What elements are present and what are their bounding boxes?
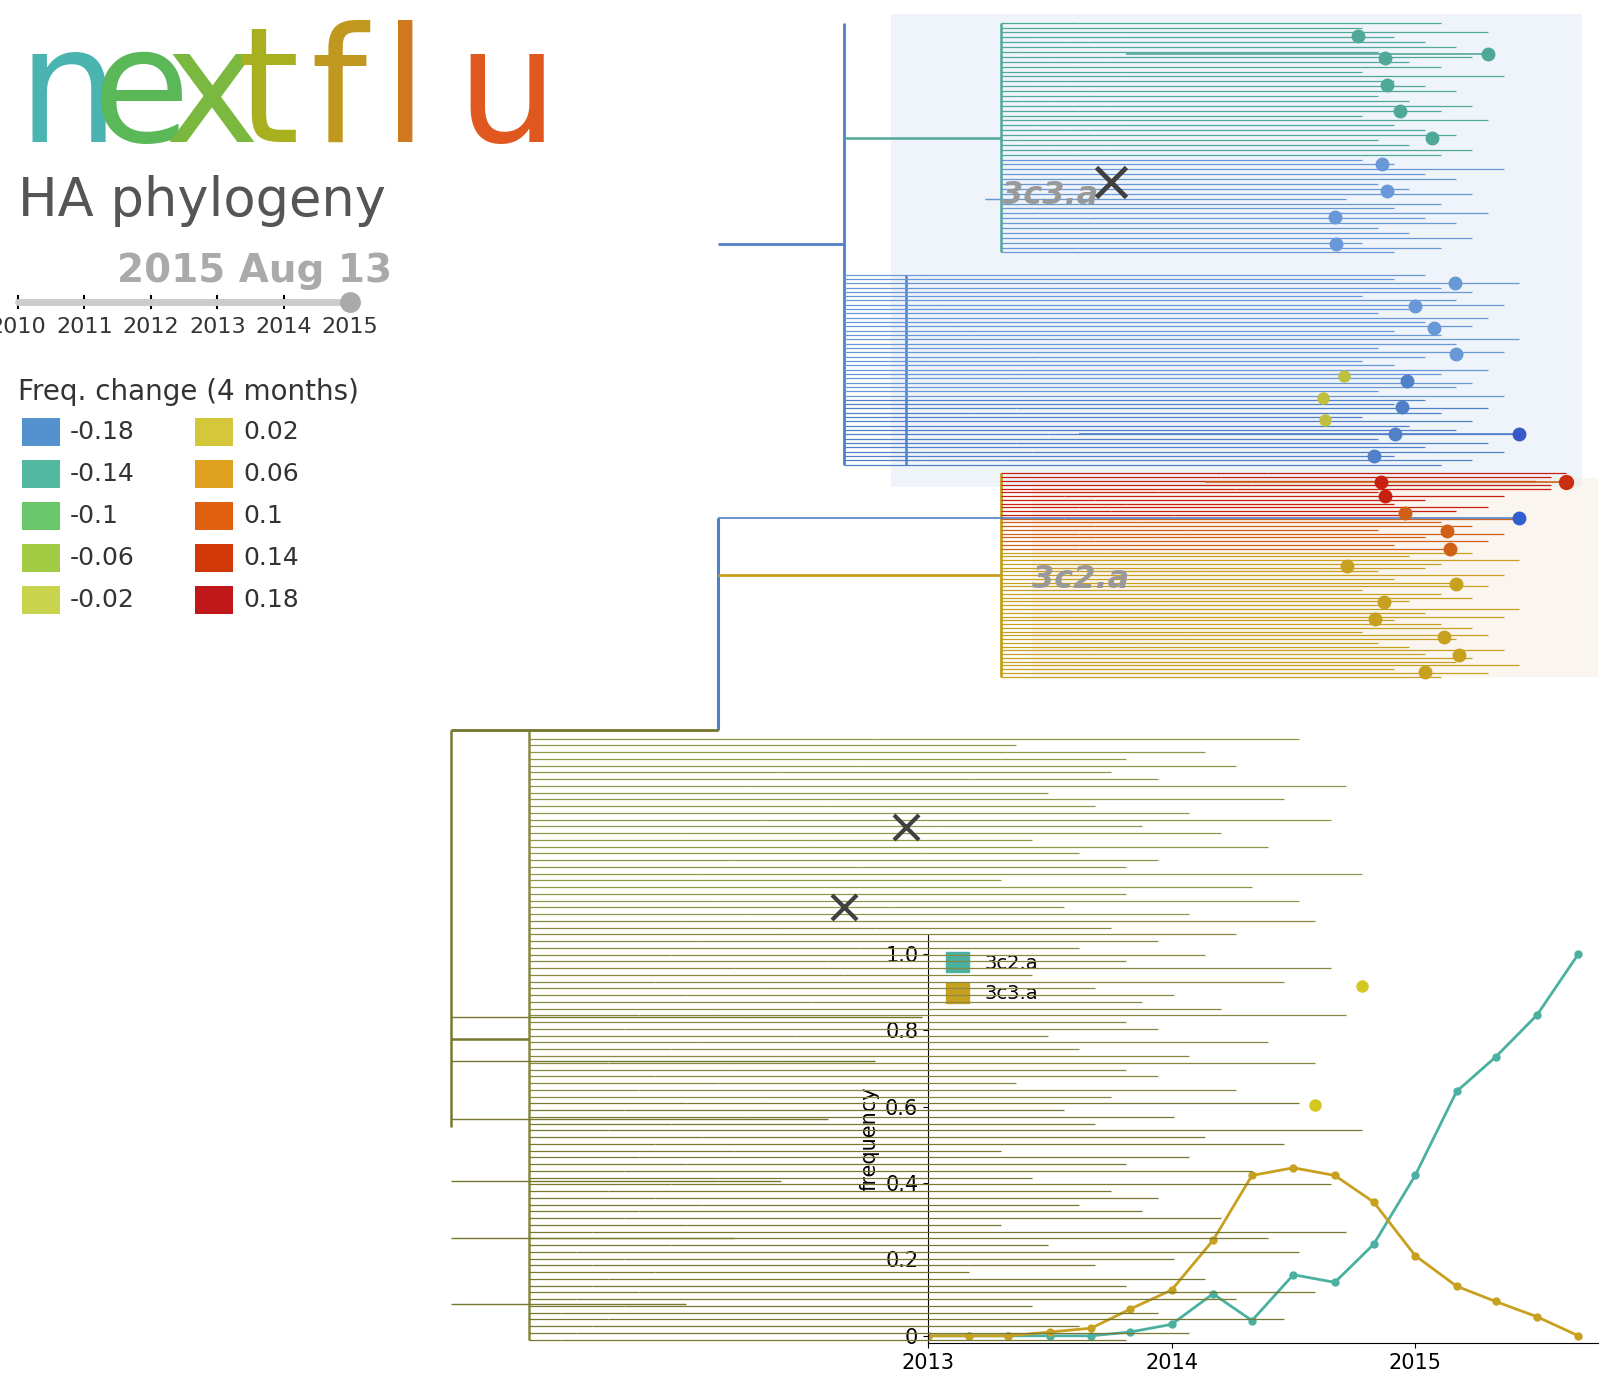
3c3.a xyxy=(999,1327,1018,1343)
Text: -0.1: -0.1 xyxy=(69,504,119,528)
FancyBboxPatch shape xyxy=(891,14,1582,486)
Text: -0.14: -0.14 xyxy=(69,463,136,486)
Line: 3c2.a: 3c2.a xyxy=(925,950,1582,1339)
Text: -0.06: -0.06 xyxy=(69,546,136,571)
3c3.a xyxy=(1081,1320,1101,1337)
3c3.a xyxy=(1486,1294,1506,1310)
3c2.a xyxy=(1162,1316,1181,1332)
Text: 3c3.a: 3c3.a xyxy=(1001,180,1098,211)
Text: t: t xyxy=(237,19,300,175)
Text: Freq. change (4 months): Freq. change (4 months) xyxy=(18,378,358,406)
Text: 0.1: 0.1 xyxy=(244,504,282,528)
Text: n: n xyxy=(18,19,119,175)
Bar xyxy=(23,586,60,614)
3c2.a xyxy=(1527,1007,1546,1024)
3c2.a xyxy=(999,1327,1018,1343)
3c2.a xyxy=(1204,1285,1223,1302)
3c2.a xyxy=(1325,1274,1344,1291)
Text: 3c2.a: 3c2.a xyxy=(1031,564,1130,596)
3c3.a xyxy=(1527,1309,1546,1325)
3c2.a xyxy=(1243,1312,1262,1328)
Text: -0.18: -0.18 xyxy=(69,420,136,445)
3c3.a xyxy=(1446,1278,1466,1295)
3c3.a xyxy=(1283,1159,1302,1176)
Text: 0.18: 0.18 xyxy=(244,589,299,612)
Bar xyxy=(195,544,232,572)
Bar xyxy=(23,418,60,446)
3c3.a xyxy=(1120,1301,1139,1317)
Text: l: l xyxy=(383,19,428,175)
Text: 0.02: 0.02 xyxy=(244,420,299,445)
Line: 3c3.a: 3c3.a xyxy=(925,1165,1582,1339)
Bar xyxy=(195,501,232,530)
Bar xyxy=(23,501,60,530)
Bar xyxy=(23,544,60,572)
3c2.a xyxy=(1120,1324,1139,1341)
Text: 2011: 2011 xyxy=(56,317,113,337)
3c3.a xyxy=(1039,1324,1059,1341)
3c3.a xyxy=(1325,1168,1344,1184)
Text: 2014: 2014 xyxy=(255,317,312,337)
Bar xyxy=(195,460,232,488)
Y-axis label: frequency: frequency xyxy=(860,1087,880,1191)
3c3.a xyxy=(1204,1233,1223,1249)
3c3.a xyxy=(1364,1194,1383,1210)
Text: 2015: 2015 xyxy=(321,317,378,337)
Text: 0.14: 0.14 xyxy=(244,546,299,571)
3c2.a xyxy=(918,1327,938,1343)
3c3.a xyxy=(1406,1248,1425,1265)
3c2.a xyxy=(1569,946,1588,963)
Text: e: e xyxy=(90,19,189,175)
3c2.a xyxy=(960,1327,980,1343)
Text: 2015 Aug 13: 2015 Aug 13 xyxy=(118,252,392,289)
3c2.a xyxy=(1081,1327,1101,1343)
3c2.a xyxy=(1364,1235,1383,1252)
3c3.a xyxy=(1569,1327,1588,1343)
Text: 0.06: 0.06 xyxy=(244,463,299,486)
Bar xyxy=(195,586,232,614)
3c2.a xyxy=(1039,1327,1059,1343)
Bar xyxy=(195,418,232,446)
Text: 2013: 2013 xyxy=(189,317,245,337)
3c2.a xyxy=(1486,1048,1506,1065)
Text: u: u xyxy=(457,19,557,175)
3c3.a xyxy=(1243,1168,1262,1184)
3c3.a xyxy=(960,1327,980,1343)
Text: f: f xyxy=(310,19,366,175)
3c2.a xyxy=(1283,1266,1302,1283)
Text: 2012: 2012 xyxy=(123,317,179,337)
3c3.a xyxy=(1162,1281,1181,1298)
Text: -0.02: -0.02 xyxy=(69,589,136,612)
Bar xyxy=(23,460,60,488)
3c2.a xyxy=(1446,1083,1466,1100)
Legend: 3c2.a, 3c3.a: 3c2.a, 3c3.a xyxy=(938,945,1046,1011)
Text: x: x xyxy=(165,19,258,175)
Text: HA phylogeny: HA phylogeny xyxy=(18,175,386,227)
3c2.a xyxy=(1406,1168,1425,1184)
Text: 2010: 2010 xyxy=(0,317,47,337)
FancyBboxPatch shape xyxy=(1031,478,1598,677)
3c3.a xyxy=(918,1327,938,1343)
